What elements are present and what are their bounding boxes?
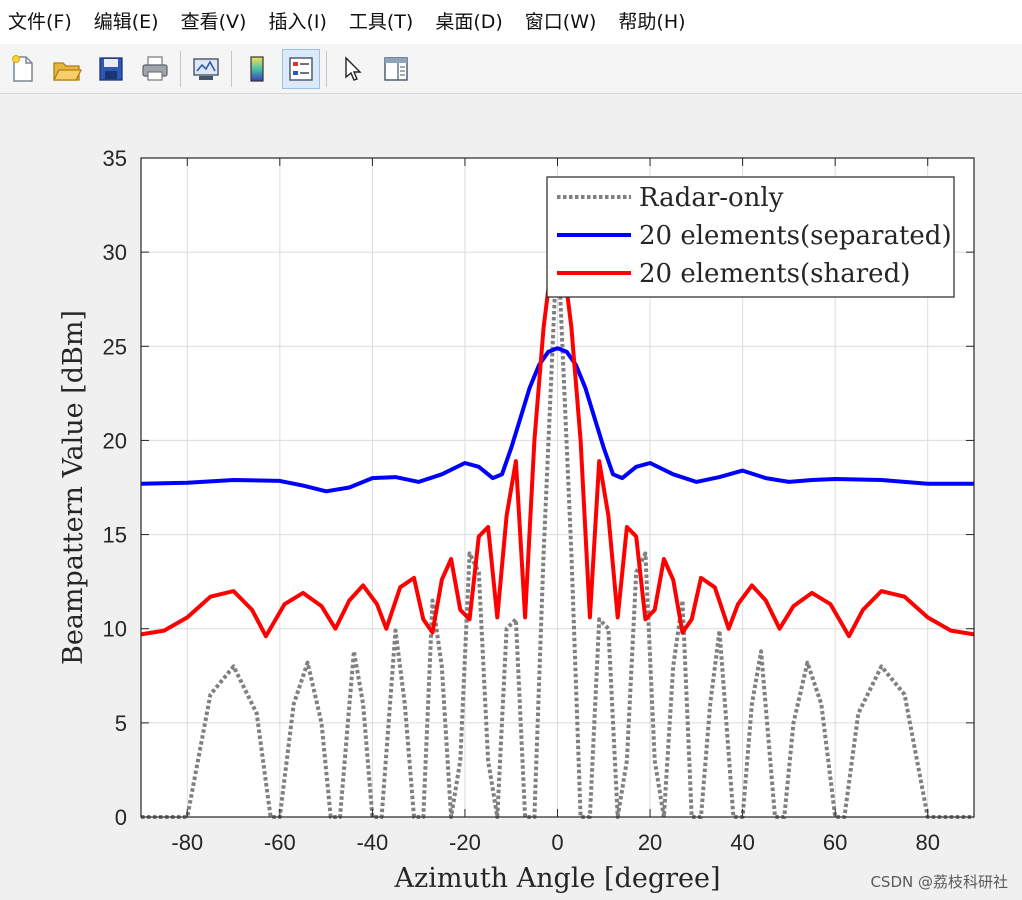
open-button[interactable] <box>48 49 86 89</box>
print-icon <box>142 55 168 81</box>
y-axis-label: Beampattern Value [dBm] <box>58 310 89 665</box>
menu-tools[interactable]: 工具(T) <box>348 11 414 33</box>
property-editor-button[interactable] <box>377 49 415 89</box>
link-plot-button[interactable] <box>187 49 225 89</box>
colorbar-button[interactable] <box>238 49 276 89</box>
link-plot-icon <box>193 57 219 80</box>
menu-insert[interactable]: 插入(I) <box>268 11 327 33</box>
x-tick-label: 20 <box>638 830 662 855</box>
new-file-icon <box>12 54 33 82</box>
menu-window[interactable]: 窗口(W) <box>524 11 597 33</box>
x-tick-label: -80 <box>171 830 203 855</box>
menu-desktop[interactable]: 桌面(D) <box>435 11 503 33</box>
x-tick-label: -60 <box>264 830 296 855</box>
y-tick-label: 30 <box>103 240 127 265</box>
figure-canvas[interactable]: -80 -60 -40 -20 0 20 40 60 80 0 5 10 15 20 25 30 35 Azimu… <box>0 95 1022 900</box>
save-icon <box>99 56 123 81</box>
legend-icon <box>289 56 313 81</box>
y-tick-label: 10 <box>103 617 127 642</box>
legend-label-2: 20 elements(shared) <box>639 259 910 289</box>
x-tick-label: -20 <box>449 830 481 855</box>
x-tick-label: -40 <box>356 830 388 855</box>
y-tick-label: 35 <box>103 146 127 171</box>
y-tick-label: 20 <box>103 428 127 453</box>
pointer-button[interactable] <box>333 49 371 89</box>
y-tick-label: 0 <box>115 805 127 830</box>
x-tick-label: 0 <box>551 830 563 855</box>
x-axis-label: Azimuth Angle [degree] <box>393 863 720 894</box>
watermark: CSDN @荔枝科研社 <box>870 873 1008 891</box>
legend-label-0: Radar-only <box>639 183 784 213</box>
save-button[interactable] <box>92 49 130 89</box>
menu-view[interactable]: 查看(V) <box>180 11 247 33</box>
new-file-button[interactable] <box>4 49 42 89</box>
menu-help[interactable]: 帮助(H) <box>618 11 686 33</box>
legend-label-1: 20 elements(separated) <box>639 221 952 251</box>
x-tick-label: 80 <box>915 830 939 855</box>
series-line-1 <box>140 346 974 494</box>
menu-edit[interactable]: 编辑(E) <box>93 11 159 33</box>
y-tick-label: 25 <box>103 334 127 359</box>
toolbar-separator <box>231 50 232 87</box>
colorbar-icon <box>250 55 264 82</box>
y-tick-label: 5 <box>115 711 127 736</box>
toolbar-separator <box>180 50 181 87</box>
y-tick-label: 15 <box>103 523 127 548</box>
beampattern-chart: -80 -60 -40 -20 0 20 40 60 80 0 5 10 15 20 25 30 35 Azimu… <box>58 146 975 894</box>
legend-button[interactable] <box>282 48 320 89</box>
menu-bar: 文件(F) 编辑(E) 查看(V) 插入(I) 工具(T) 桌面(D) 窗口(W… <box>0 0 1022 44</box>
x-tick-label: 60 <box>823 830 847 855</box>
x-tick-label: 40 <box>730 830 754 855</box>
property-editor-icon <box>384 56 408 81</box>
print-button[interactable] <box>136 49 174 89</box>
toolbar <box>0 44 1022 94</box>
toolbar-separator <box>326 50 327 87</box>
menu-file[interactable]: 文件(F) <box>8 11 72 33</box>
pointer-icon <box>345 55 362 81</box>
open-folder-icon <box>52 61 82 81</box>
